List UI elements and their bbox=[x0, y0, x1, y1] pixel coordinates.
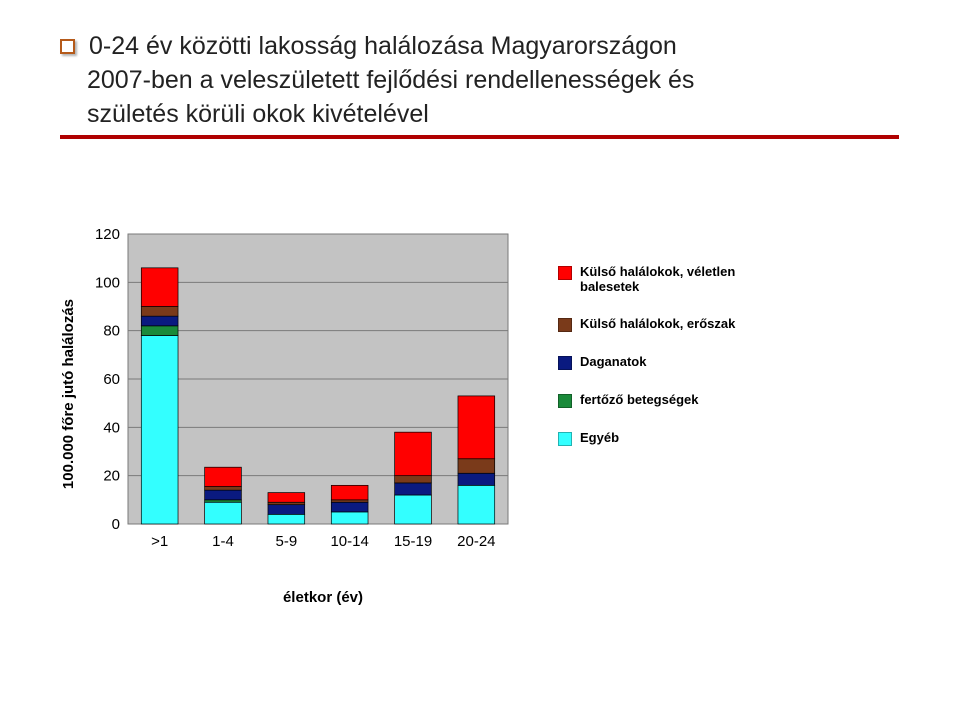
legend-label: Egyéb bbox=[580, 430, 619, 445]
svg-text:10-14: 10-14 bbox=[330, 533, 368, 550]
bar-egyeb bbox=[458, 486, 495, 525]
svg-text:20: 20 bbox=[103, 468, 120, 485]
svg-text:>1: >1 bbox=[151, 533, 168, 550]
title-block: 0-24 év közötti lakosság halálozása Magy… bbox=[60, 30, 899, 139]
bar-eroszak bbox=[205, 487, 242, 491]
bar-egyeb bbox=[331, 512, 368, 524]
bar-fertozo bbox=[205, 500, 242, 502]
bar-egyeb bbox=[205, 503, 242, 525]
bar-daganatok bbox=[331, 503, 368, 513]
bar-eroszak bbox=[331, 500, 368, 502]
svg-text:80: 80 bbox=[103, 323, 120, 340]
svg-text:20-24: 20-24 bbox=[457, 533, 495, 550]
legend-swatch-icon bbox=[558, 432, 572, 446]
bar-veletlen bbox=[395, 432, 432, 476]
svg-text:40: 40 bbox=[103, 420, 120, 437]
svg-text:60: 60 bbox=[103, 371, 120, 388]
legend-label: Daganatok bbox=[580, 354, 646, 369]
legend-swatch-icon bbox=[558, 266, 572, 280]
bar-veletlen bbox=[331, 486, 368, 501]
bar-daganatok bbox=[205, 490, 242, 500]
svg-text:120: 120 bbox=[95, 229, 120, 243]
svg-text:1-4: 1-4 bbox=[212, 533, 234, 550]
legend-item-veletlen: Külső halálokok, véletlen balesetek bbox=[558, 264, 768, 294]
legend-swatch-icon bbox=[558, 318, 572, 332]
bar-daganatok bbox=[395, 483, 432, 495]
chart: 0 20 40 60 80 100 120 >1 1-4 5-9 10-14 15-19 20-24 bbox=[83, 229, 518, 559]
bar-fertozo bbox=[141, 326, 178, 336]
bar-eroszak bbox=[395, 476, 432, 483]
slide: 0-24 év közötti lakosság halálozása Magy… bbox=[0, 0, 959, 717]
bar-daganatok bbox=[268, 505, 305, 515]
bar-eroszak bbox=[458, 459, 495, 474]
bar-eroszak bbox=[268, 503, 305, 505]
x-axis-label: életkor (év) bbox=[88, 589, 558, 606]
legend-label: fertőző betegségek bbox=[580, 392, 698, 407]
bar-veletlen bbox=[268, 493, 305, 503]
bar-egyeb bbox=[141, 336, 178, 525]
legend-item-fertozo: fertőző betegségek bbox=[558, 392, 768, 408]
chart-svg: 0 20 40 60 80 100 120 >1 1-4 5-9 10-14 15-19 20-24 bbox=[83, 229, 518, 554]
bar-egyeb bbox=[268, 515, 305, 525]
bar-eroszak bbox=[141, 307, 178, 317]
y-axis-label: 100.000 főre jutó halálozás bbox=[60, 299, 77, 489]
legend-item-egyeb: Egyéb bbox=[558, 430, 768, 446]
legend-swatch-icon bbox=[558, 356, 572, 370]
bar-veletlen bbox=[141, 268, 178, 307]
title-rule bbox=[60, 135, 899, 139]
svg-text:15-19: 15-19 bbox=[394, 533, 432, 550]
svg-text:100: 100 bbox=[95, 275, 120, 292]
svg-text:5-9: 5-9 bbox=[275, 533, 297, 550]
legend-label: Külső halálokok, véletlen balesetek bbox=[580, 264, 768, 294]
bar-daganatok bbox=[458, 474, 495, 486]
legend-swatch-icon bbox=[558, 394, 572, 408]
legend-item-daganatok: Daganatok bbox=[558, 354, 768, 370]
legend: Külső halálokok, véletlen balesetek Külső… bbox=[558, 229, 768, 559]
legend-item-eroszak: Külső halálokok, erőszak bbox=[558, 316, 768, 332]
y-axis-label-container: 100.000 főre jutó halálozás bbox=[60, 229, 77, 559]
bar-daganatok bbox=[141, 316, 178, 326]
title-text-1: 0-24 év közötti lakosság halálozása Magy… bbox=[89, 32, 677, 60]
bar-egyeb bbox=[395, 495, 432, 524]
chart-zone: 100.000 főre jutó halálozás 0 20 40 60 80 100… bbox=[60, 229, 899, 559]
title-line-1: 0-24 év közötti lakosság halálozása Magy… bbox=[60, 30, 899, 64]
bar-veletlen bbox=[205, 467, 242, 486]
bar-veletlen bbox=[458, 396, 495, 459]
svg-text:0: 0 bbox=[112, 516, 120, 533]
title-text-2: 2007-ben a veleszületett fejlődési rende… bbox=[60, 64, 899, 98]
legend-label: Külső halálokok, erőszak bbox=[580, 316, 735, 331]
title-bullet-icon bbox=[60, 39, 75, 54]
title-text-3: születés körüli okok kivételével bbox=[60, 98, 899, 132]
